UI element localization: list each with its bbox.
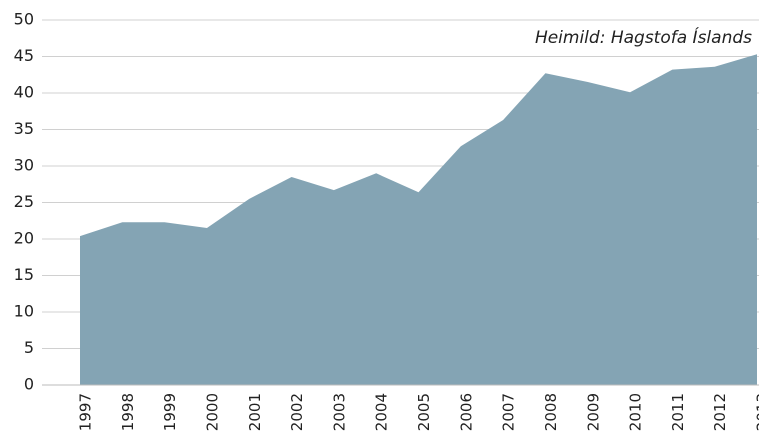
x-tick-label: 1999 xyxy=(161,393,179,431)
x-tick-label: 2010 xyxy=(627,393,645,431)
x-tick-label: 2003 xyxy=(330,393,348,431)
x-tick-label: 2002 xyxy=(288,393,306,431)
x-tick-label: 2012 xyxy=(711,393,729,431)
y-tick-label: 25 xyxy=(14,192,34,211)
y-tick-label: 35 xyxy=(14,119,34,138)
area xyxy=(80,54,757,386)
x-tick-label: 2004 xyxy=(373,393,391,431)
y-tick-label: 45 xyxy=(14,46,34,65)
y-tick-label: 15 xyxy=(14,265,34,284)
y-tick-label: 30 xyxy=(14,156,34,175)
y-tick-label: 40 xyxy=(14,83,34,102)
x-tick-label: 2011 xyxy=(669,393,687,431)
x-tick-label: 2006 xyxy=(457,393,475,431)
annotation: Heimild: Hagstofa Íslands xyxy=(535,26,752,48)
x-tick-label: 2005 xyxy=(415,393,433,431)
x-tick-label: 2000 xyxy=(203,393,221,431)
x-tick-label: 2001 xyxy=(246,393,264,431)
x-tick-label: 1997 xyxy=(77,393,95,431)
y-tick-label: 5 xyxy=(24,338,34,357)
x-tick-label: 1998 xyxy=(119,393,137,431)
y-tick-label: 0 xyxy=(24,375,34,394)
y-tick-label: 10 xyxy=(14,302,34,321)
y-tick-label: 50 xyxy=(14,10,34,29)
y-tick-label: 20 xyxy=(14,229,34,248)
x-tick-label: 2009 xyxy=(584,393,602,431)
x-tick-label: 2013 xyxy=(754,393,759,431)
x-tick-label: 2007 xyxy=(500,393,518,431)
x-tick-label: 2008 xyxy=(542,393,560,431)
